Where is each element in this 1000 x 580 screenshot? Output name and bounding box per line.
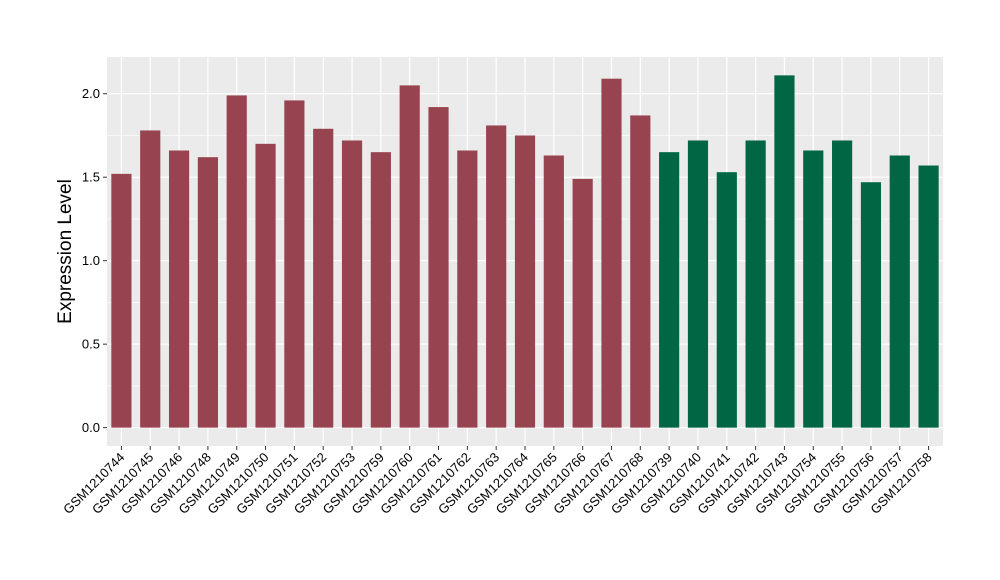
bar-GSM1210751 xyxy=(284,100,305,428)
x-axis: GSM1210744GSM1210745GSM1210746GSM1210748… xyxy=(60,446,935,517)
bars xyxy=(111,75,939,428)
bar-GSM1210764 xyxy=(514,135,536,428)
bar-GSM1210750 xyxy=(255,143,276,428)
bar-GSM1210766 xyxy=(572,178,593,428)
bar-GSM1210763 xyxy=(486,125,507,428)
bar-GSM1210765 xyxy=(543,155,564,428)
bar-GSM1210740 xyxy=(687,140,709,428)
bar-GSM1210767 xyxy=(601,78,622,428)
bar-GSM1210761 xyxy=(428,107,449,428)
bar-GSM1210745 xyxy=(140,130,161,428)
bar-GSM1210744 xyxy=(111,173,132,428)
bar-GSM1210762 xyxy=(457,150,478,428)
bar-GSM1210741 xyxy=(716,172,737,428)
bar-GSM1210749 xyxy=(226,95,247,428)
bar-GSM1210755 xyxy=(832,140,853,428)
y-tick-label: 0.5 xyxy=(82,337,100,352)
bar-GSM1210759 xyxy=(370,152,391,428)
bar-GSM1210748 xyxy=(197,157,218,428)
bar-GSM1210754 xyxy=(803,150,824,428)
bar-GSM1210752 xyxy=(313,128,334,428)
y-tick-label: 2.0 xyxy=(82,86,100,101)
y-tick-label: 0.0 xyxy=(82,420,100,435)
bar-GSM1210753 xyxy=(341,140,363,428)
bar-GSM1210742 xyxy=(745,140,766,428)
y-axis: 0.0 0.5 1.0 1.5 2.0 xyxy=(82,86,107,435)
bar-GSM1210739 xyxy=(659,152,680,428)
y-axis-title: Expression Level xyxy=(55,179,76,324)
bar-GSM1210758 xyxy=(918,165,939,428)
bar-GSM1210757 xyxy=(889,155,910,428)
bar-GSM1210746 xyxy=(168,150,190,428)
bar-GSM1210768 xyxy=(630,115,651,428)
y-tick-label: 1.0 xyxy=(82,253,100,268)
y-tick-label: 1.5 xyxy=(82,170,100,185)
bar-GSM1210756 xyxy=(860,182,882,428)
bar-GSM1210760 xyxy=(399,85,420,428)
bar-GSM1210743 xyxy=(774,75,795,428)
